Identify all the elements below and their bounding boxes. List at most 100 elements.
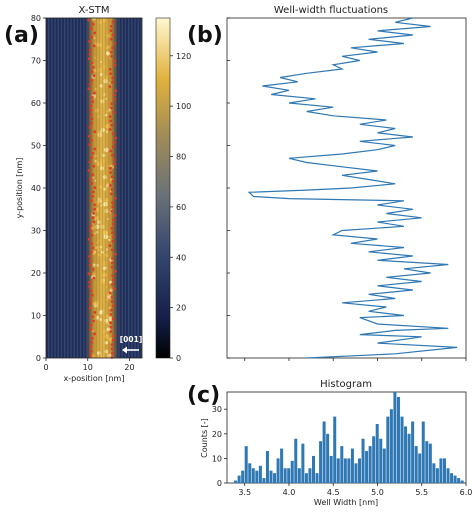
stm-bright-spot (105, 46, 109, 50)
histogram-x-tick-label: 4.5 (327, 488, 340, 497)
edge-marker (88, 134, 91, 138)
edge-marker (88, 255, 91, 258)
edge-marker (92, 164, 96, 168)
edge-marker (110, 300, 114, 303)
stm-bright-spot (102, 261, 107, 266)
edge-marker (111, 257, 114, 260)
edge-marker (111, 20, 115, 24)
histogram-y-ticks: 0 10 20 30 (212, 405, 227, 488)
histogram-bar (421, 421, 425, 483)
histogram-bar (248, 463, 252, 483)
edge-marker (111, 218, 115, 222)
edge-marker (111, 80, 114, 84)
histogram-bar (354, 463, 358, 483)
histogram-x-tick-label: 5.5 (415, 488, 428, 497)
stm-y-tick-label: 60 (31, 99, 41, 108)
edge-marker (91, 151, 95, 155)
stm-bright-spot (96, 241, 99, 244)
stm-bright-spot (93, 232, 97, 236)
colorbar-tick-label: 120 (176, 52, 191, 61)
histogram-bar (269, 470, 273, 483)
histogram-bar (361, 438, 365, 483)
stm-x-tick-label: 0 (43, 363, 48, 372)
edge-marker (113, 59, 117, 63)
histogram-bar (368, 446, 372, 483)
stm-bright-spot (97, 220, 101, 224)
edge-marker (91, 336, 94, 340)
edge-marker (108, 115, 112, 118)
histogram-bar (365, 451, 369, 483)
edge-marker (90, 139, 93, 142)
edge-marker (88, 40, 91, 43)
histogram-bar (241, 470, 245, 483)
stm-bright-spot (101, 153, 105, 157)
edge-marker (108, 291, 112, 295)
edge-marker (88, 53, 92, 56)
edge-marker (89, 113, 93, 116)
stm-bright-spot (98, 185, 103, 189)
crystal-direction-label: [001] (120, 335, 143, 344)
histogram-bar (340, 446, 344, 483)
histogram-y-tick-label: 30 (212, 405, 222, 414)
stm-bright-spot (94, 179, 97, 182)
histogram-bar (460, 480, 464, 483)
stm-bright-spot (92, 263, 96, 267)
edge-marker (112, 304, 115, 308)
stm-bright-spot (108, 316, 113, 321)
histogram-bar (265, 451, 269, 483)
edge-marker (91, 173, 95, 177)
edge-marker (89, 328, 92, 331)
edge-marker (89, 354, 93, 357)
stm-bright-spot (94, 56, 97, 59)
stm-bright-spot (104, 334, 110, 339)
edge-marker (114, 196, 117, 200)
histogram-bar (450, 473, 454, 483)
stm-bright-spot (99, 43, 103, 47)
edge-marker (113, 287, 117, 290)
histogram-bar (276, 458, 280, 483)
stm-bright-spot (103, 93, 106, 96)
edge-marker (93, 130, 97, 134)
histogram-y-tick-label: 20 (212, 430, 222, 439)
histogram-bar (319, 441, 323, 483)
colorbar-tick-label: 20 (176, 304, 186, 313)
edge-marker (111, 239, 115, 243)
histogram-bar (283, 468, 287, 483)
stm-bright-spot (106, 341, 109, 344)
edge-marker (110, 188, 114, 192)
stm-bright-spot (109, 57, 111, 59)
edge-marker (90, 35, 94, 39)
edge-marker (92, 276, 96, 280)
histogram-bar (411, 421, 415, 483)
edge-marker (111, 274, 115, 278)
edge-marker (109, 313, 113, 316)
histogram-bar (280, 448, 284, 483)
edge-marker (89, 349, 93, 353)
edge-marker (89, 225, 93, 228)
histogram-bar (386, 416, 390, 483)
edge-marker (114, 89, 118, 93)
histogram-bar (379, 438, 383, 483)
edge-marker (90, 61, 94, 65)
edge-marker (91, 22, 95, 26)
stm-bright-spot (101, 128, 105, 132)
histogram-bar (255, 470, 259, 483)
edge-marker (92, 212, 95, 215)
edge-marker (90, 156, 93, 160)
histogram-bar (457, 478, 461, 483)
edge-marker (87, 272, 91, 276)
edge-marker (110, 248, 114, 252)
well-edge-markers (87, 18, 118, 359)
stm-title: X-STM (78, 5, 109, 16)
histogram-bar (329, 455, 333, 483)
stm-bright-spot (97, 355, 100, 358)
edge-marker (90, 199, 93, 203)
colorbar-tick-label: 40 (176, 253, 186, 262)
edge-marker (89, 302, 93, 306)
histogram-bar (396, 396, 400, 483)
edge-marker (93, 207, 97, 211)
edge-marker (111, 33, 115, 37)
edge-marker (109, 325, 113, 329)
edge-marker (88, 306, 92, 310)
stm-bright-spot (102, 272, 107, 277)
